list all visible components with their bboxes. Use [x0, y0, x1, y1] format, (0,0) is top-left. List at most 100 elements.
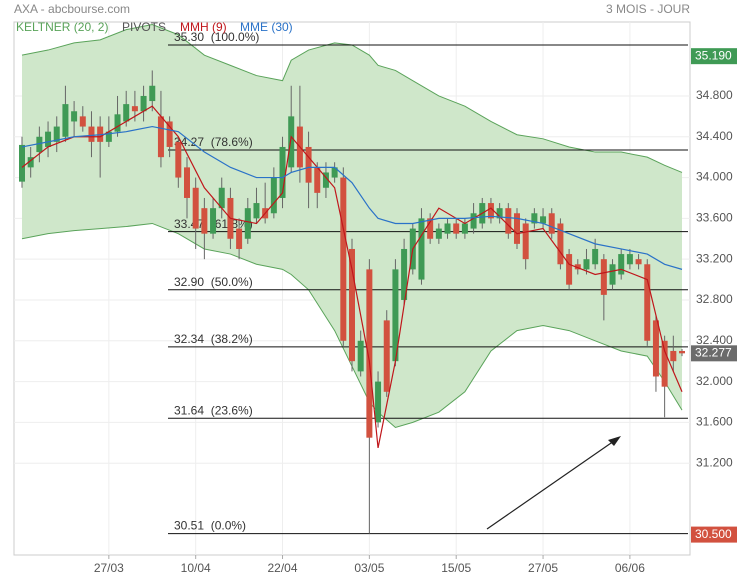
candle-body — [661, 340, 668, 387]
candle-body — [149, 85, 156, 102]
candle-body — [366, 269, 373, 438]
pivot-label: 32.34 (38.2%) — [174, 332, 253, 346]
candle-body — [401, 248, 408, 300]
pivot-label: 31.64 (23.6%) — [174, 403, 253, 417]
x-tick-label: 10/04 — [181, 561, 211, 575]
candle-body — [279, 146, 286, 198]
price-marker-label: 32.277 — [695, 345, 732, 359]
candle-body — [592, 248, 599, 265]
y-tick-label: 32.800 — [696, 292, 733, 306]
candle-body — [427, 218, 434, 239]
candle-body — [670, 350, 677, 362]
candle-body — [253, 203, 260, 219]
legend-entry: KELTNER (20, 2) — [16, 20, 108, 34]
chart-title: AXA - abcbourse.com — [14, 2, 130, 16]
candle-body — [270, 177, 277, 214]
x-tick-label: 03/05 — [354, 561, 384, 575]
pivot-label: 30.51 (0.0%) — [174, 519, 246, 533]
x-tick-label: 15/05 — [441, 561, 471, 575]
candle-body — [540, 216, 547, 224]
candle-body — [166, 121, 173, 147]
candle-body — [679, 350, 685, 354]
candle-body — [514, 213, 520, 244]
candle-body — [435, 228, 442, 239]
legend: KELTNER (20, 2) PIVOTS MMH (9) MME (30) — [16, 20, 293, 34]
candle-body — [531, 213, 538, 224]
candle-body — [383, 320, 390, 392]
price-marker-label: 35.190 — [695, 48, 732, 62]
keltner-lower — [21, 222, 683, 429]
keltner-upper — [21, 24, 683, 173]
candle-body — [201, 208, 208, 234]
candle-body — [79, 116, 86, 127]
candle-body — [470, 213, 477, 229]
candle-body — [600, 259, 607, 295]
arrow-head — [608, 436, 621, 446]
keltner-band — [22, 24, 682, 428]
candle-body — [210, 208, 217, 234]
legend-entry: MME (30) — [240, 20, 293, 34]
x-tick-label: 06/06 — [615, 561, 645, 575]
candle-body — [114, 114, 121, 132]
band-layer — [21, 24, 683, 429]
candle-body — [618, 254, 625, 275]
candle-body — [392, 269, 399, 362]
price-marker — [691, 345, 737, 362]
y-tick-label: 31.600 — [696, 415, 733, 429]
x-tick-label: 27/03 — [94, 561, 124, 575]
y-tick-label: 33.200 — [696, 251, 733, 265]
y-tick-label: 34.800 — [696, 88, 733, 102]
candle-body — [609, 264, 616, 285]
candle-body — [444, 223, 451, 234]
legend-entry: PIVOTS — [122, 20, 166, 34]
candle-body — [45, 131, 52, 147]
candle-body — [522, 223, 529, 260]
candle-body — [288, 116, 295, 168]
line-layer — [21, 105, 683, 449]
candle-body — [184, 167, 190, 198]
candle-body — [349, 248, 355, 362]
candle-body — [244, 208, 251, 239]
candle-body — [496, 208, 503, 219]
pivot-label: 32.90 (50.0%) — [174, 275, 253, 289]
candle-body — [566, 254, 573, 285]
y-tick-label: 34.000 — [696, 170, 733, 184]
x-tick-label: 27/05 — [528, 561, 558, 575]
candle-body — [105, 131, 112, 142]
candle-body — [157, 116, 164, 158]
candle-body — [19, 144, 25, 182]
candle-body — [53, 126, 60, 142]
candle-body — [322, 172, 329, 188]
candle-body — [375, 381, 382, 423]
pivot-label: 34.27 (78.6%) — [174, 135, 253, 149]
candle-body — [461, 223, 468, 234]
candle-body — [453, 223, 460, 234]
candle-body — [340, 177, 347, 341]
candle-body — [36, 136, 43, 153]
candle-body — [236, 228, 243, 249]
y-tick-label: 34.400 — [696, 129, 733, 143]
candle-body — [27, 157, 34, 168]
candle-body — [635, 259, 642, 265]
indicator-line — [21, 125, 683, 270]
price-marker-label: 30.500 — [695, 527, 732, 541]
candle-layer — [19, 70, 685, 534]
candle-body — [574, 264, 581, 270]
candle-body — [331, 167, 338, 178]
legend-entry: MMH (9) — [180, 20, 227, 34]
axis-layer: 31.200 31.600 32.000 32.400 32.800 33.200 33.6… — [94, 48, 737, 575]
candle-body — [175, 141, 182, 178]
candle-body — [644, 264, 651, 341]
candle-body — [557, 223, 564, 265]
trend-arrow — [486, 440, 615, 530]
candle-body — [123, 104, 130, 122]
candle-body — [192, 187, 199, 229]
candle-body — [583, 259, 590, 270]
pivot-label: 35.30 (100.0%) — [174, 30, 259, 44]
candle-body — [357, 340, 364, 372]
y-tick-label: 32.400 — [696, 333, 733, 347]
chart-subtitle: 3 MOIS - JOUR — [606, 2, 690, 16]
y-tick-label: 33.600 — [696, 211, 733, 225]
